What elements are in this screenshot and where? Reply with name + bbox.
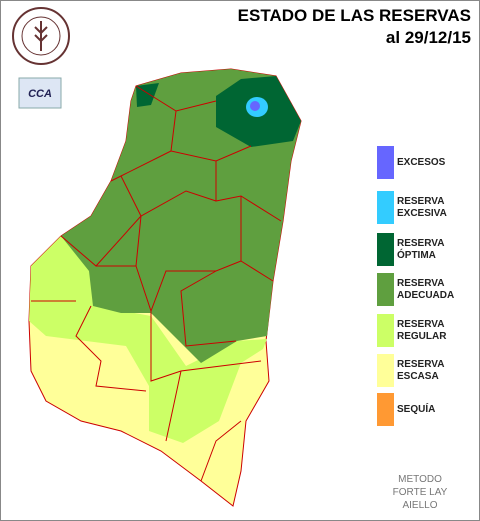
legend-label: RESERVA ADECUADA — [397, 277, 455, 301]
legend-swatch — [377, 233, 394, 266]
legend-label: EXCESOS — [397, 156, 446, 168]
method-note: METODO FORTE LAY AIELLO — [392, 474, 448, 511]
legend-swatch — [377, 354, 394, 387]
legend-label: RESERVA REGULAR — [397, 318, 447, 342]
legend-swatch — [377, 273, 394, 306]
excess-spot — [250, 101, 260, 111]
legend-label: SEQUÍA — [397, 403, 436, 415]
legend-item: EXCESOS — [377, 146, 467, 179]
brand: CCA — [28, 88, 52, 100]
district-lines — [31, 85, 282, 482]
legend-item: RESERVA REGULAR — [377, 314, 467, 347]
legend-swatch — [377, 314, 394, 347]
legend-item: RESERVA ADECUADA — [377, 273, 467, 306]
adequate-zone — [61, 69, 301, 363]
legend-swatch — [377, 393, 394, 426]
legend-item: RESERVA ESCASA — [377, 354, 467, 387]
date: al 29/12/15 — [385, 28, 471, 47]
title: ESTADO DE LAS RESERVAS — [237, 6, 471, 25]
legend-swatch — [377, 146, 394, 179]
legend-item: RESERVA EXCESIVA — [377, 191, 467, 224]
legend-swatch — [377, 191, 394, 224]
legend-label: RESERVA ESCASA — [397, 358, 445, 382]
legend-item: RESERVA ÓPTIMA — [377, 233, 467, 266]
legend-item: SEQUÍA — [377, 393, 467, 426]
legend-label: RESERVA EXCESIVA — [397, 195, 447, 219]
optimal-zone — [136, 83, 159, 107]
regular-zone — [29, 236, 267, 443]
logo: CCA — [12, 7, 70, 109]
legend-label: RESERVA ÓPTIMA — [397, 237, 445, 261]
